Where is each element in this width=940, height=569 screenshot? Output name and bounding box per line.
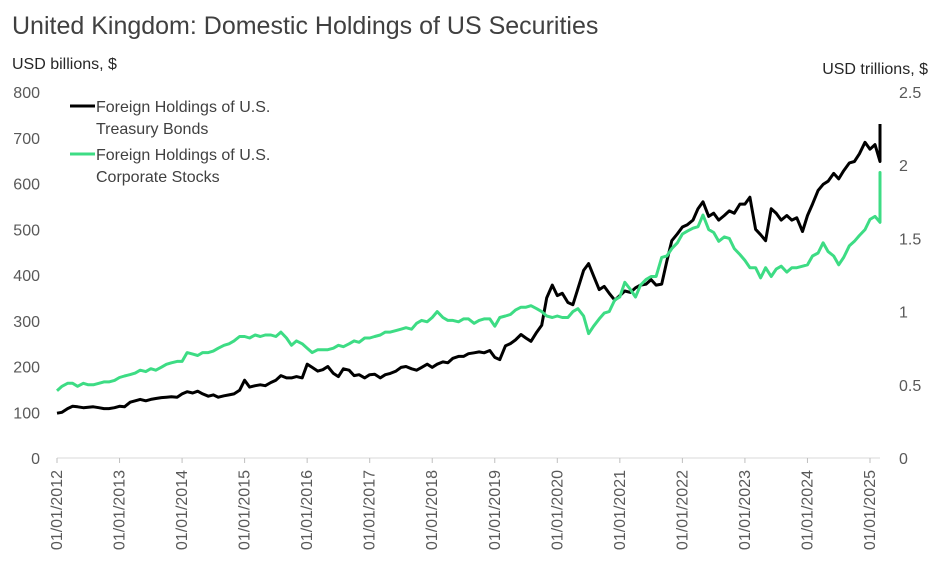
right-y-tick-label: 1 (899, 305, 908, 322)
x-tick-label: 01/01/2015 (237, 470, 254, 550)
x-tick-label: 01/01/2022 (674, 470, 691, 550)
left-y-tick-label: 400 (13, 268, 40, 285)
right-y-tick-label: 2.5 (899, 85, 921, 102)
x-tick-label: 01/01/2012 (49, 470, 66, 550)
x-tick-label: 01/01/2020 (549, 470, 566, 550)
legend-label-treasury: Treasury Bonds (96, 121, 208, 138)
left-y-tick-label: 200 (13, 360, 40, 377)
left-y-tick-label: 700 (13, 131, 40, 148)
left-y-tick-label: 100 (13, 405, 40, 422)
x-tick-label: 01/01/2013 (112, 470, 129, 550)
left-y-tick-label: 0 (31, 451, 40, 468)
chart-title: United Kingdom: Domestic Holdings of US … (12, 12, 599, 40)
x-tick-label: 01/01/2018 (424, 470, 441, 550)
left-axis-unit-label: USD billions, $ (12, 56, 117, 73)
legend-label-stocks: Corporate Stocks (96, 169, 220, 186)
x-tick-label: 01/01/2016 (299, 470, 316, 550)
x-tick-label: 01/01/2021 (612, 470, 629, 550)
right-axis-unit-label: USD trillions, $ (822, 61, 928, 78)
left-y-tick-label: 500 (13, 222, 40, 239)
x-tick-label: 01/01/2025 (862, 470, 879, 550)
legend-label-treasury: Foreign Holdings of U.S. (96, 99, 270, 116)
right-y-tick-label: 0 (899, 451, 908, 468)
left-y-tick-label: 300 (13, 314, 40, 331)
right-y-tick-label: 1.5 (899, 231, 921, 248)
x-tick-label: 01/01/2024 (799, 470, 816, 550)
legend-label-stocks: Foreign Holdings of U.S. (96, 147, 270, 164)
corporate-stocks-line (56, 171, 882, 392)
left-y-tick-label: 800 (13, 85, 40, 102)
x-tick-label: 01/01/2023 (737, 470, 754, 550)
left-y-tick-label: 600 (13, 177, 40, 194)
x-tick-label: 01/01/2017 (362, 470, 379, 550)
x-tick-label: 01/01/2019 (487, 470, 504, 550)
right-y-tick-label: 2 (899, 158, 908, 175)
x-tick-label: 01/01/2014 (174, 470, 191, 550)
right-y-tick-label: 0.5 (899, 378, 921, 395)
treasury-bonds-line (56, 124, 882, 415)
